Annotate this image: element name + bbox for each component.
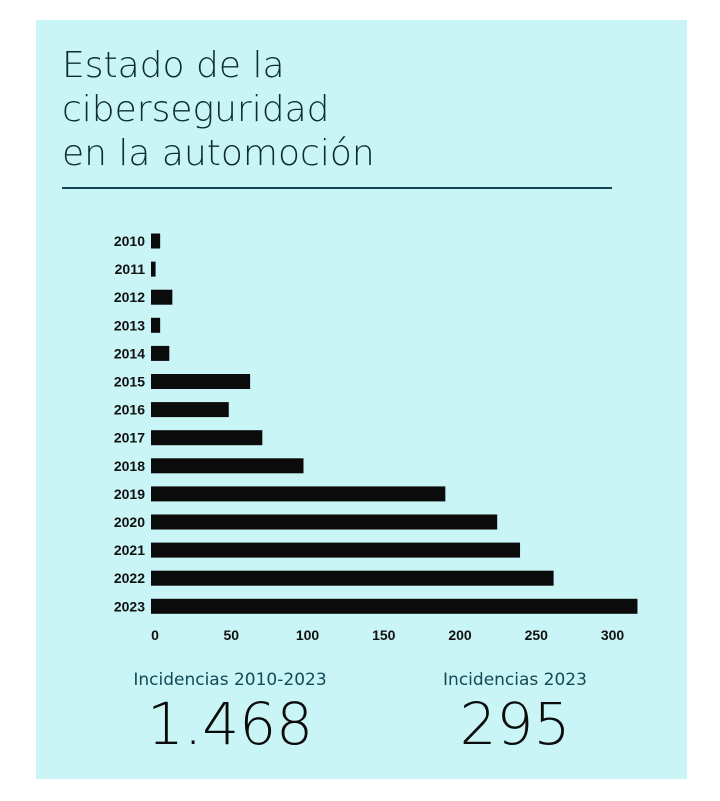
title-divider [62, 187, 612, 189]
bar-2010 [151, 233, 161, 249]
year-incidents-label: Incidencias 2023 [443, 670, 587, 690]
y-tick-label-2022: 2022 [114, 570, 145, 586]
title-line-1: Estado de la [62, 45, 285, 86]
bar-2019 [151, 486, 446, 502]
y-tick-label-2010: 2010 [114, 233, 145, 249]
bar-2018 [151, 458, 304, 474]
y-tick-label-2013: 2013 [114, 317, 145, 333]
x-tick-label-300: 300 [601, 627, 625, 643]
title-line-2: ciberseguridad [62, 89, 330, 130]
bar-2015 [151, 374, 251, 389]
x-tick-label-100: 100 [296, 627, 320, 643]
y-tick-label-2015: 2015 [114, 374, 145, 390]
y-tick-label-2016: 2016 [114, 402, 145, 418]
y-tick-label-2011: 2011 [115, 261, 146, 277]
bar-2014 [151, 345, 170, 361]
y-tick-label-2014: 2014 [114, 345, 145, 361]
y-tick-label-2020: 2020 [114, 514, 145, 530]
infographic-panel [36, 20, 687, 779]
y-tick-label-2021: 2021 [114, 542, 145, 558]
bar-2022 [151, 570, 554, 586]
x-tick-label-50: 50 [223, 627, 239, 643]
bar-2012 [151, 289, 173, 305]
bar-2013 [151, 317, 161, 333]
y-tick-label-2019: 2019 [114, 486, 145, 502]
bar-2023 [151, 598, 638, 614]
infographic-title: Estado de la ciberseguridad en la automo… [62, 44, 602, 176]
bar-2021 [151, 542, 521, 558]
year-incidents-value: 295 [459, 690, 571, 758]
x-tick-label-0: 0 [151, 627, 159, 643]
total-incidents-label: Incidencias 2010-2023 [133, 670, 327, 690]
bar-2016 [151, 402, 229, 418]
x-tick-label-250: 250 [525, 627, 549, 643]
bar-2011 [151, 261, 156, 277]
title-line-3: en la automoción [62, 133, 375, 174]
y-tick-label-2023: 2023 [114, 598, 145, 614]
x-tick-label-200: 200 [448, 627, 472, 643]
bar-2017 [151, 430, 263, 446]
bar-2020 [151, 514, 498, 530]
y-tick-label-2012: 2012 [114, 289, 145, 305]
y-tick-label-2018: 2018 [114, 458, 145, 474]
y-tick-label-2017: 2017 [114, 430, 145, 446]
x-tick-label-150: 150 [372, 627, 396, 643]
total-incidents-value: 1.468 [146, 690, 314, 758]
